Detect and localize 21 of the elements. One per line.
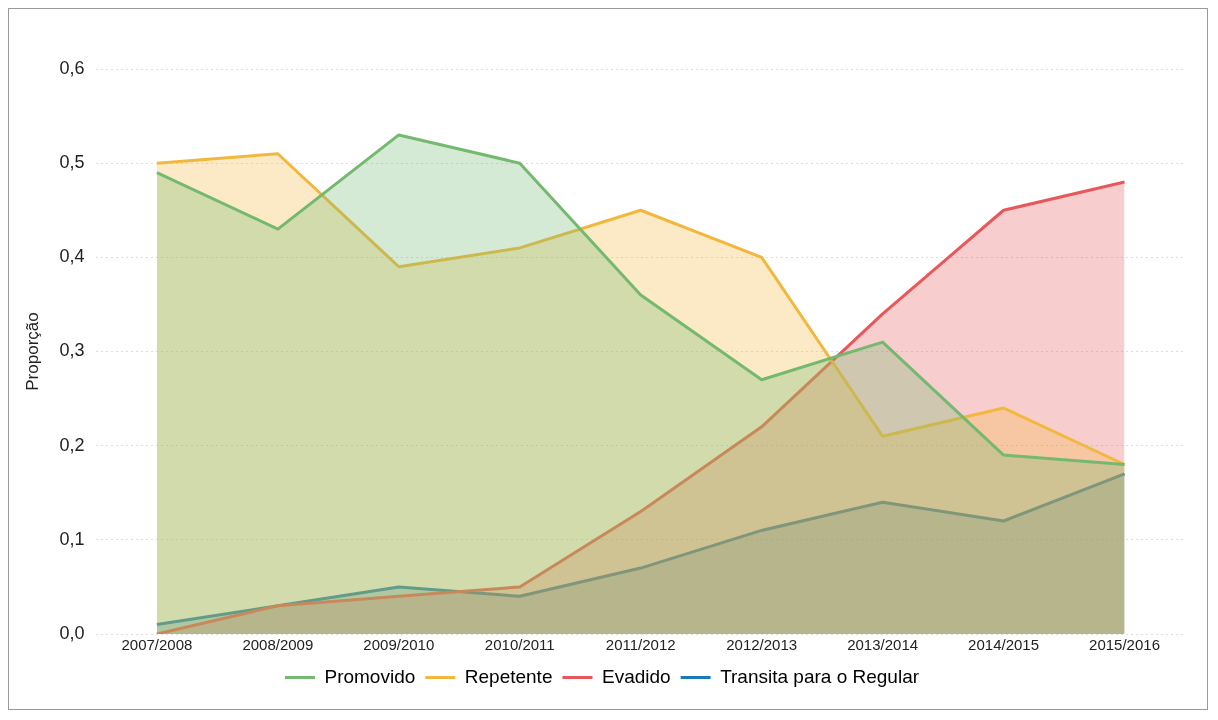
legend-label: Repetente	[464, 665, 553, 687]
x-tick-label: 2011/2012	[605, 636, 676, 654]
x-tick-label: 2014/2015	[968, 636, 1040, 654]
x-tick-label: 2015/2016	[1089, 636, 1160, 654]
x-tick-label: 2010/2011	[484, 636, 555, 654]
x-tick-label: 2009/2010	[363, 636, 435, 654]
y-tick-label: 0,5	[59, 152, 85, 173]
y-axis-title: Proporção	[22, 312, 42, 391]
y-tick-label: 0,2	[59, 434, 85, 455]
y-tick-label: 0,4	[59, 246, 85, 267]
x-tick-label: 2008/2009	[242, 636, 314, 654]
legend-label: Evadido	[601, 665, 671, 687]
y-tick-label: 0,3	[59, 340, 85, 361]
y-tick-label: 0,0	[59, 622, 85, 643]
x-tick-label: 2012/2013	[726, 636, 798, 654]
x-tick-label: 2013/2014	[847, 636, 919, 654]
legend-label: Transita para o Regular	[720, 665, 920, 687]
legend-label: Promovido	[324, 665, 416, 687]
y-tick-label: 0,1	[59, 528, 85, 549]
x-tick-label: 2007/2008	[121, 636, 193, 654]
y-tick-label: 0,6	[59, 57, 85, 78]
